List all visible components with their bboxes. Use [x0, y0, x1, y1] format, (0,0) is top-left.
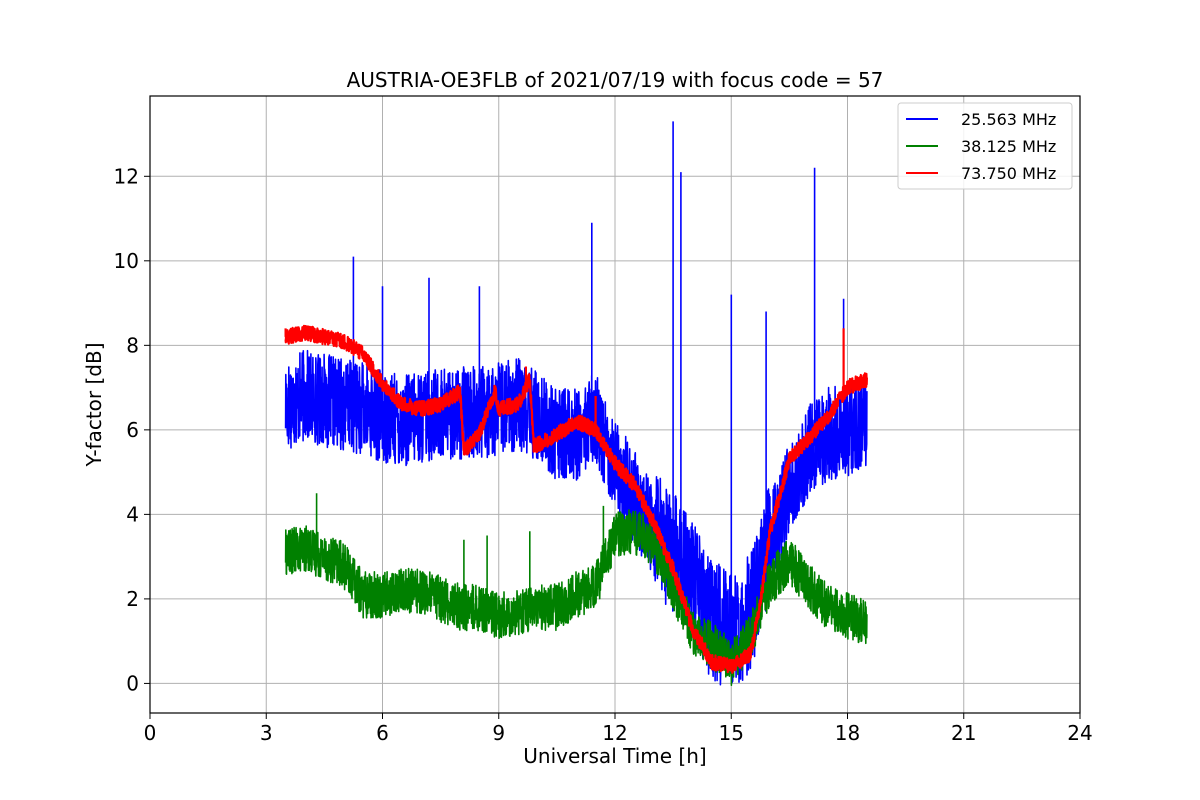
series-layer — [284, 121, 868, 686]
y-tick-label: 12 — [114, 164, 139, 188]
y-tick-label: 4 — [126, 502, 139, 526]
y-axis-label: Y-factor [dB] — [82, 342, 106, 467]
x-tick-label: 6 — [376, 721, 389, 745]
y-tick-label: 0 — [126, 671, 139, 695]
y-tick-label: 2 — [126, 587, 139, 611]
x-tick-label: 3 — [260, 721, 273, 745]
x-tick-label: 12 — [602, 721, 627, 745]
x-tick-label: 15 — [719, 721, 744, 745]
legend: 25.563 MHz 38.125 MHz 73.750 MHz — [897, 102, 1073, 190]
x-tick-label: 9 — [492, 721, 505, 745]
series-line-2 — [284, 493, 868, 686]
y-tick-label: 10 — [114, 249, 139, 273]
x-tick-label: 24 — [1067, 721, 1092, 745]
x-axis-label: Universal Time [h] — [523, 744, 706, 768]
legend-label: 73.750 MHz — [961, 164, 1056, 183]
legend-box — [897, 102, 1073, 190]
legend-label: 38.125 MHz — [961, 137, 1056, 156]
y-tick-label: 8 — [126, 333, 139, 357]
chart-title: AUSTRIA-OE3FLB of 2021/07/19 with focus … — [347, 68, 884, 92]
y-tick-label: 6 — [126, 418, 139, 442]
x-tick-label: 21 — [951, 721, 976, 745]
x-tick-label: 0 — [144, 721, 157, 745]
series-line-3 — [284, 324, 868, 674]
x-tick-label: 18 — [835, 721, 860, 745]
legend-label: 25.563 MHz — [961, 110, 1056, 129]
